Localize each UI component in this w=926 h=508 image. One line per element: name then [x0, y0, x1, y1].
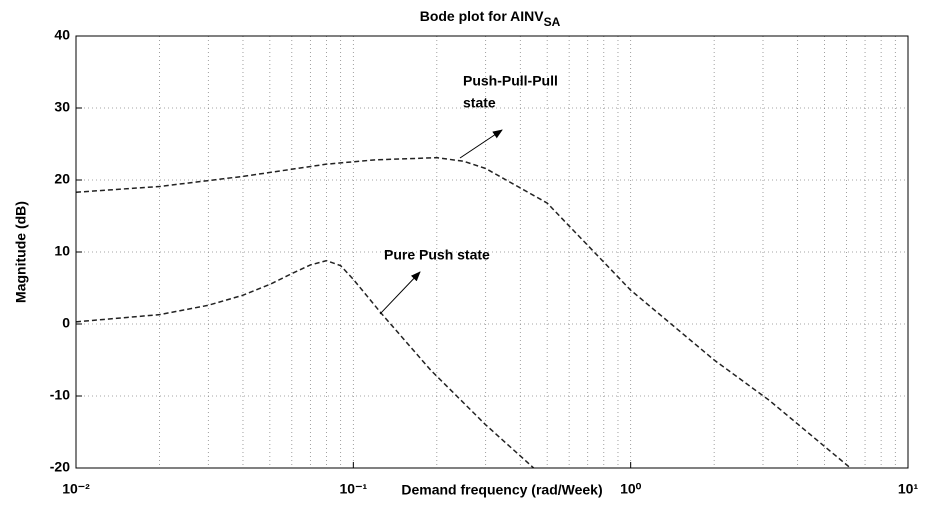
y-axis-label: Magnitude (dB): [13, 201, 29, 303]
y-tick-label: 0: [62, 315, 70, 331]
annotation: Pure Push state: [384, 247, 490, 263]
x-tick-label: 10⁻²: [62, 481, 90, 497]
y-tick-label: -20: [50, 459, 70, 475]
annotation-arrow: [379, 271, 421, 315]
annotation: state: [463, 95, 496, 111]
y-tick-label: -10: [50, 387, 70, 403]
lines: [75, 156, 851, 469]
y-tick-label: 30: [54, 99, 70, 115]
x-axis-label: Demand frequency (rad/Week): [401, 482, 602, 498]
y-tick-label: 10: [54, 243, 70, 259]
annotation: Push-Pull-Pull: [463, 73, 558, 89]
x-tick-label: 10⁰: [620, 481, 642, 497]
data-line: [75, 259, 535, 469]
ticks: 10⁻² 10⁻¹ 10⁰ 10¹ -20 -10 0 10 20 30 40: [50, 27, 919, 497]
data-line: [75, 156, 851, 469]
x-tick-label: 10⁻¹: [340, 481, 368, 497]
y-tick-label: 40: [54, 27, 70, 43]
x-tick-label: 10¹: [898, 481, 919, 497]
title-subscript: SA: [544, 15, 561, 29]
annotation-arrow: [459, 129, 503, 159]
chart-title: Bode plot for AINVSA: [420, 8, 561, 29]
y-tick-label: 20: [54, 171, 70, 187]
title-main: Bode plot for AINV: [420, 8, 545, 24]
